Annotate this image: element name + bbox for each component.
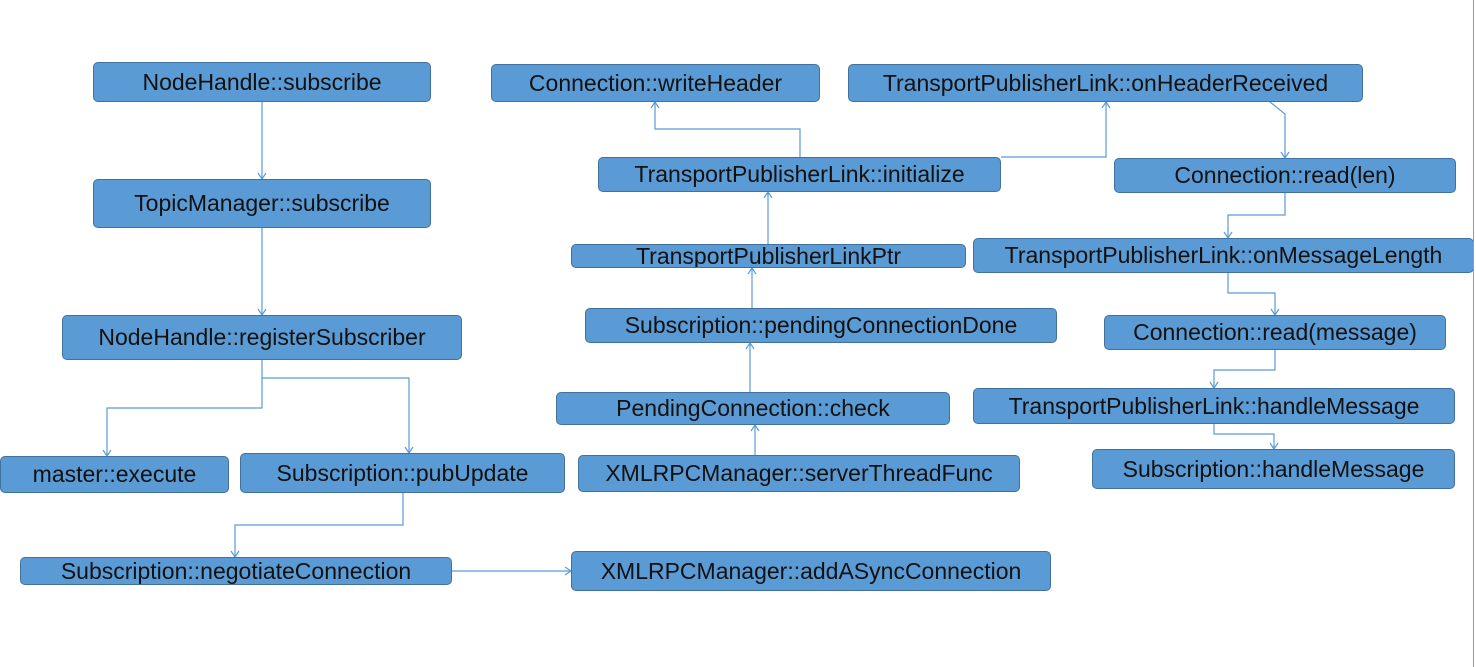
edge-serverthread-to-check-arrowhead <box>750 423 760 432</box>
node-pendingconnection-check: PendingConnection::check <box>556 392 950 425</box>
node-subscription-negotiateconnection: Subscription::negotiateConnection <box>20 557 452 585</box>
node-transportpublisherlinkptr: TransportPublisherLinkPtr <box>571 244 966 268</box>
node-connection-writeheader: Connection::writeHeader <box>491 64 820 102</box>
page-right-border <box>1473 0 1474 667</box>
node-connection-read-message: Connection::read(message) <box>1104 315 1446 350</box>
edge-pendingdone-to-ptr-arrowhead <box>747 266 757 275</box>
node-transportpublisherlink-onmessagelength: TransportPublisherLink::onMessageLength <box>973 238 1474 273</box>
node-subscription-pendingconnectiondone: Subscription::pendingConnectionDone <box>585 308 1057 343</box>
node-transportpublisherlink-initialize: TransportPublisherLink::initialize <box>598 157 1001 192</box>
node-nodehandle-subscribe: NodeHandle::subscribe <box>93 62 431 102</box>
edge-handlemsg-to-subhandle <box>1213 424 1275 449</box>
edge-initialize-to-onheader <box>1001 102 1107 158</box>
edge-onmsglen-to-readmsg <box>1227 273 1276 315</box>
node-xmlrpcmanager-serverthreadfunc: XMLRPCManager::serverThreadFunc <box>578 455 1020 492</box>
node-subscription-handlemessage: Subscription::handleMessage <box>1092 449 1455 489</box>
node-nodehandle-registersubscriber: NodeHandle::registerSubscriber <box>62 315 462 360</box>
node-topicmanager-subscribe: TopicManager::subscribe <box>93 179 431 228</box>
edge-readlen-to-onmsglen <box>1227 193 1286 238</box>
edge-initialize-to-writeheader-arrowhead <box>650 100 660 109</box>
node-transportpublisherlink-handlemessage: TransportPublisherLink::handleMessage <box>973 388 1455 424</box>
edge-readmsg-to-handlemsg <box>1213 350 1276 388</box>
node-master-execute: master::execute <box>0 456 229 493</box>
node-xmlrpcmanager-addasyncconnection: XMLRPCManager::addASyncConnection <box>571 551 1051 591</box>
edge-register-to-master-execute <box>106 360 263 456</box>
node-subscription-pubupdate: Subscription::pubUpdate <box>240 453 565 493</box>
node-transportpublisherlink-onheaderreceived: TransportPublisherLink::onHeaderReceived <box>848 64 1363 102</box>
edge-ptr-to-initialize-arrowhead <box>763 190 773 199</box>
edge-initialize-to-writeheader <box>654 102 801 157</box>
edge-pubupdate-to-negotiate <box>234 493 404 557</box>
edge-register-to-pubupdate <box>262 377 410 453</box>
edge-initialize-to-onheader-arrowhead <box>1101 100 1111 109</box>
edge-check-to-pendingdone-arrowhead <box>745 341 755 350</box>
node-connection-read-len: Connection::read(len) <box>1114 158 1456 193</box>
edge-onheader-to-readlen <box>1269 101 1286 158</box>
